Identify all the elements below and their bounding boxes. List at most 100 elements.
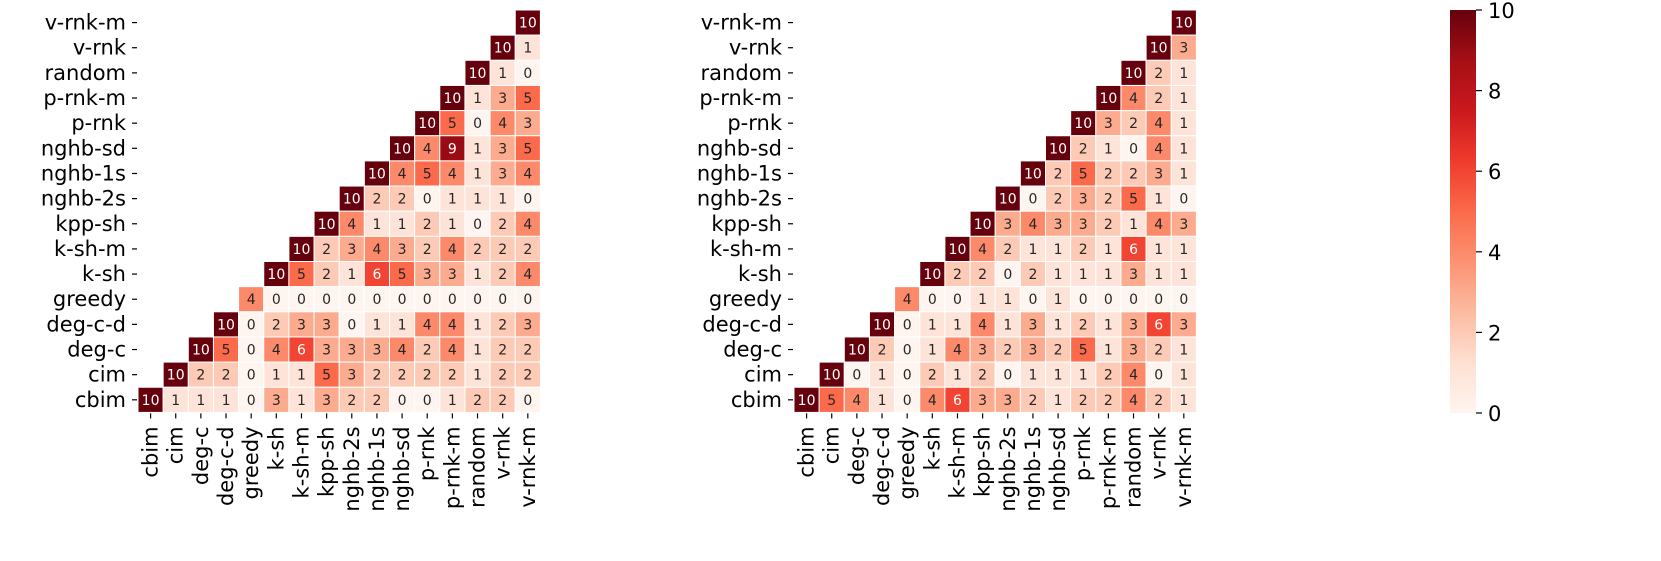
cell-value: 0: [423, 292, 432, 308]
cell-value: 3: [1003, 393, 1012, 409]
cell-value: 2: [322, 267, 331, 283]
x-tick-label: k-sh-m: [945, 426, 969, 498]
cell-value: 1: [347, 267, 356, 283]
x-tick-label: p-rnk-m: [1096, 426, 1120, 509]
x-tick-label: p-rnk: [1071, 426, 1095, 481]
cell-value: 10: [823, 368, 841, 384]
cell-value: 1: [398, 317, 407, 333]
heatmap-cell: [1145, 160, 1172, 187]
cell-value: 1: [1028, 368, 1037, 384]
cell-value: 2: [1129, 116, 1138, 132]
cell-value: 1: [1179, 166, 1188, 182]
y-tick-label: v-rnk: [729, 36, 783, 60]
heatmap-cell: [288, 311, 315, 338]
y-tick-label: random: [45, 61, 126, 85]
heatmap-cell: [162, 386, 189, 413]
heatmap-cell: [894, 386, 921, 413]
heatmap-cell: [1145, 361, 1172, 388]
heatmap-cell: [313, 361, 340, 388]
cell-value: 5: [322, 368, 331, 384]
heatmap-cell: [439, 110, 466, 137]
y-tick-label: p-rnk-m: [699, 86, 782, 110]
heatmap-cell: [944, 336, 971, 363]
heatmap-cell: [1120, 261, 1147, 288]
cell-value: 2: [498, 343, 507, 359]
cell-value: 4: [448, 242, 457, 258]
cell-value: 1: [196, 393, 205, 409]
cell-value: 0: [1003, 368, 1012, 384]
cell-value: 1: [1154, 242, 1163, 258]
heatmap-cell: [894, 311, 921, 338]
cell-value: 3: [1054, 217, 1063, 233]
heatmap-cell: [1095, 84, 1122, 112]
cell-value: 3: [1179, 217, 1188, 233]
y-tick-label: v-rnk-m: [45, 11, 126, 35]
cell-value: 0: [347, 292, 356, 308]
cell-value: 10: [848, 343, 866, 359]
y-tick-label: nghb-sd: [697, 136, 782, 160]
cell-value: 2: [523, 343, 532, 359]
cell-value: 1: [1054, 267, 1063, 283]
y-tick-label: k-sh: [738, 262, 782, 286]
y-tick-label: greedy: [53, 287, 126, 311]
x-tick-label: nghb-1s: [1021, 426, 1045, 511]
cell-value: 1: [1179, 116, 1188, 132]
cell-value: 10: [999, 192, 1017, 208]
heatmap-cell: [1070, 235, 1097, 263]
cell-value: 4: [1129, 91, 1138, 107]
cell-value: 4: [523, 166, 532, 182]
cell-value: 3: [372, 343, 381, 359]
heatmap-cell: [489, 110, 516, 137]
heatmap-cell: [1170, 110, 1197, 137]
cell-value: 10: [343, 192, 361, 208]
cell-value: 1: [1179, 66, 1188, 82]
x-tick-label: nghb-2s: [996, 426, 1020, 511]
heatmap-cell: [1145, 110, 1172, 137]
heatmap-cell: [414, 235, 441, 263]
cell-value: 1: [297, 368, 306, 384]
cell-value: 0: [247, 393, 256, 409]
cell-value: 4: [1028, 217, 1037, 233]
cell-value: 1: [1003, 317, 1012, 333]
cell-value: 1: [1104, 267, 1113, 283]
y-tick-label: cim: [744, 363, 782, 387]
cell-value: 1: [498, 192, 507, 208]
cell-value: 2: [1079, 317, 1088, 333]
cell-value: 2: [473, 393, 482, 409]
cell-value: 10: [217, 317, 235, 333]
heatmap-cell: [263, 361, 290, 388]
cell-value: 3: [398, 242, 407, 258]
heatmap-cell: [1170, 84, 1197, 112]
cell-value: 1: [953, 317, 962, 333]
heatmap-cell: [489, 286, 516, 313]
x-tick-label: v-rnk: [1147, 426, 1171, 480]
heatmap-cell: [1095, 311, 1122, 338]
heatmap-cell: [1170, 34, 1197, 61]
cell-value: 2: [953, 267, 962, 283]
cell-value: 2: [1104, 368, 1113, 384]
heatmap-cell: [212, 311, 240, 338]
heatmap-cell: [1045, 336, 1072, 363]
heatmap-cell: [944, 286, 971, 313]
cell-value: 1: [473, 368, 482, 384]
cell-value: 3: [498, 91, 507, 107]
heatmap-cell: [363, 286, 391, 313]
heatmap-cell: [464, 135, 491, 162]
cell-value: 3: [1028, 317, 1037, 333]
cell-value: 1: [1054, 317, 1063, 333]
heatmap-cell: [1145, 386, 1172, 413]
cell-value: 0: [1028, 192, 1037, 208]
heatmap-cell: [489, 160, 516, 187]
heatmap-cell: [994, 286, 1021, 313]
heatmap-cell: [944, 386, 971, 413]
colorbar-tick-label: 4: [1488, 241, 1501, 265]
heatmap-cell: [363, 235, 391, 263]
cell-value: 0: [852, 368, 861, 384]
cell-value: 1: [473, 192, 482, 208]
cell-value: 0: [448, 292, 457, 308]
cell-value: 2: [523, 242, 532, 258]
heatmap-cell: [363, 336, 391, 363]
cell-value: 2: [1003, 343, 1012, 359]
cell-value: 3: [1028, 343, 1037, 359]
cell-value: 10: [167, 368, 185, 384]
